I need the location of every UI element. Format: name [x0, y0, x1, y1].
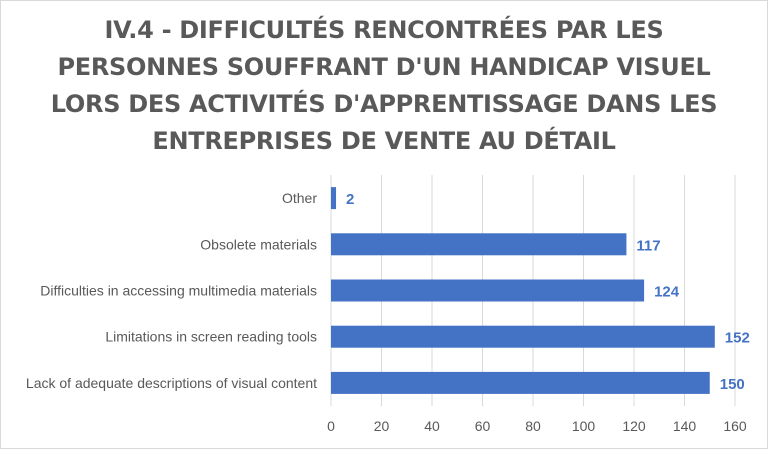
bars — [331, 187, 715, 394]
x-tick-label: 100 — [572, 418, 596, 434]
category-label: Obsolete materials — [200, 236, 317, 252]
bar — [331, 233, 627, 256]
bar — [331, 187, 337, 210]
x-tick-label: 60 — [475, 418, 491, 434]
category-label: Other — [282, 190, 317, 206]
data-label: 124 — [654, 284, 680, 301]
data-label: 150 — [720, 376, 745, 393]
chart-title-line: IV.4 - DIFFICULTÉS RENCONTRÉES PAR LES — [104, 16, 664, 44]
bar — [331, 371, 710, 394]
labels: 0 20 40 60 80 100 120 140 160 Other 2 Obsolete mate… — [26, 190, 750, 434]
x-tick-label: 20 — [374, 418, 390, 434]
x-tick-label: 160 — [723, 418, 747, 434]
chart-title-line: ENTREPRISES DE VENTE AU DÉTAIL — [152, 127, 616, 155]
bar — [331, 279, 645, 302]
category-label: Limitations in screen reading tools — [105, 329, 317, 345]
bar — [331, 325, 715, 348]
data-label: 2 — [346, 191, 354, 208]
x-tick-label: 140 — [673, 418, 697, 434]
x-tick-label: 120 — [622, 418, 646, 434]
data-label: 117 — [636, 237, 660, 254]
category-label: Difficulties in accessing multimedia mat… — [40, 283, 317, 299]
data-label: 152 — [725, 330, 750, 347]
x-tick-label: 40 — [424, 418, 440, 434]
chart-title-line: LORS DES ACTIVITÉS D'APPRENTISSAGE DANS … — [50, 90, 718, 118]
chart-title: IV.4 - DIFFICULTÉS RENCONTRÉES PAR LES P… — [40, 12, 728, 160]
x-tick-label: 0 — [327, 418, 335, 434]
chart-title-line: PERSONNES SOUFFRANT D'UN HANDICAP VISUEL — [57, 53, 711, 81]
x-tick-label: 80 — [525, 418, 541, 434]
category-label: Lack of adequate descriptions of visual … — [26, 375, 317, 391]
